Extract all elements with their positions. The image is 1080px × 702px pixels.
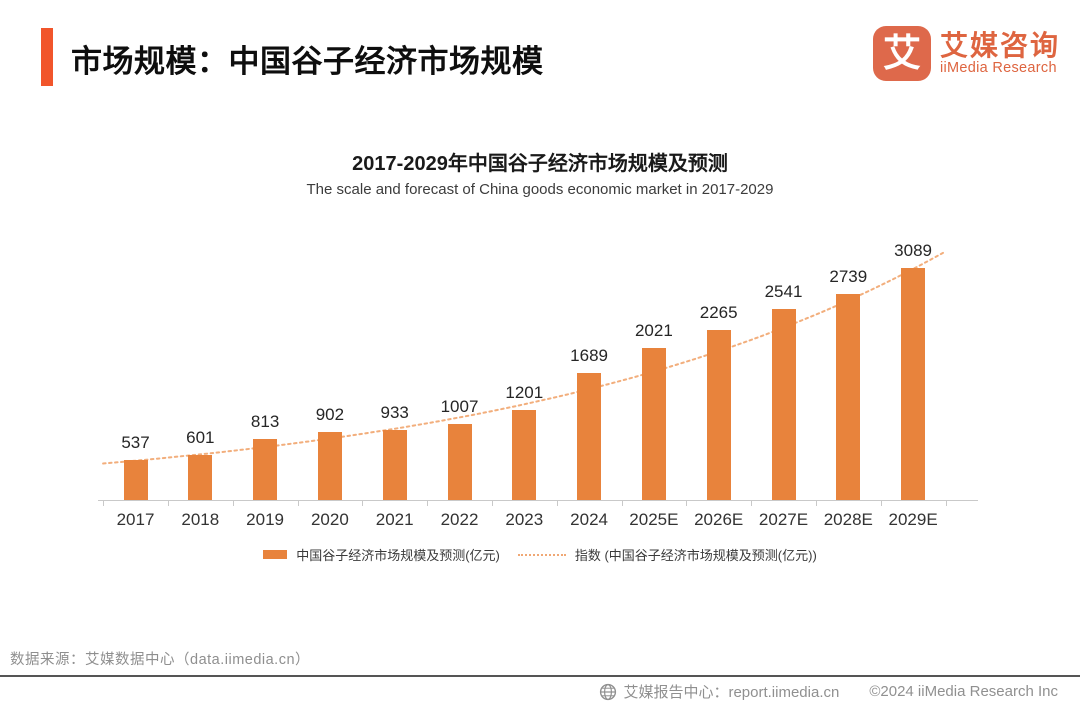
chart-title: 2017-2029年中国谷子经济市场规模及预测 bbox=[352, 153, 728, 175]
bar-value-2025E: 2021 bbox=[634, 321, 673, 340]
chart-subtitle: The scale and forecast of China goods ec… bbox=[306, 181, 774, 198]
bar-chart-plot: 537 2017 601 2018 813 2019 902 2020 933 2021 1007 2… bbox=[98, 235, 978, 529]
bar-2024 bbox=[577, 373, 602, 500]
bar-value-2023: 1201 bbox=[505, 383, 544, 402]
bar-value-2020: 902 bbox=[315, 405, 345, 424]
bar-2022 bbox=[447, 424, 472, 500]
x-axis-label-2020: 2020 bbox=[310, 510, 349, 529]
bar-value-2026E: 2265 bbox=[699, 303, 738, 322]
bar-2029E bbox=[901, 268, 926, 500]
index-dotted-line bbox=[102, 250, 947, 465]
bar-value-2017: 537 bbox=[121, 433, 150, 452]
bar-value-2022: 1007 bbox=[440, 397, 479, 416]
x-axis-tick bbox=[232, 500, 234, 506]
logo-name-en: iiMedia Research bbox=[939, 60, 1057, 77]
logo-name-cn: 艾媒咨询 bbox=[939, 29, 1060, 61]
copyright-text: ©2024 iiMedia Research Inc bbox=[869, 683, 1058, 700]
globe-icon bbox=[599, 683, 617, 701]
bar-2017 bbox=[123, 460, 148, 500]
x-axis-tick bbox=[751, 500, 753, 506]
x-axis-tick bbox=[491, 500, 493, 506]
iimedia-logo-icon: 艾 bbox=[872, 26, 931, 81]
x-axis-label-2017: 2017 bbox=[116, 510, 155, 529]
x-axis-tick bbox=[556, 500, 558, 506]
bar-value-2019: 813 bbox=[250, 412, 280, 431]
bar-2027E bbox=[771, 309, 796, 500]
footer-info: 艾媒报告中心：report.iimedia.cn ©2024 iiMedia R… bbox=[599, 681, 1058, 702]
title-accent-bar bbox=[41, 28, 53, 86]
x-axis-tick bbox=[621, 500, 623, 506]
x-axis-label-2025E: 2025E bbox=[629, 510, 679, 529]
x-axis-tick bbox=[945, 500, 947, 506]
bar-value-2018: 601 bbox=[186, 428, 215, 447]
bar-2026E bbox=[706, 330, 731, 500]
page-title: 市场规模：中国谷子经济市场规模 bbox=[71, 44, 544, 79]
bar-value-2024: 1689 bbox=[570, 346, 608, 365]
x-axis-label-2029E: 2029E bbox=[888, 510, 938, 529]
data-source-note: 数据来源：艾媒数据中心（data.iimedia.cn） bbox=[10, 652, 311, 668]
report-center-text: 艾媒报告中心：report.iimedia.cn bbox=[623, 684, 840, 701]
brand-logo: 艾 艾媒咨询 iiMedia Research bbox=[872, 26, 1060, 81]
x-axis-tick bbox=[167, 500, 169, 506]
bar-value-2021: 933 bbox=[380, 403, 409, 422]
x-axis-tick bbox=[686, 500, 688, 506]
footer-divider bbox=[0, 675, 1080, 677]
chart-legend: 中国谷子经济市场规模及预测(亿元) 指数 (中国谷子经济市场规模及预测(亿元)) bbox=[0, 545, 1080, 564]
x-axis-label-2022: 2022 bbox=[440, 510, 479, 529]
logo-glyph: 艾 bbox=[882, 32, 921, 75]
x-axis-label-2026E: 2026E bbox=[694, 510, 744, 529]
x-axis-label-2027E: 2027E bbox=[758, 510, 809, 529]
legend-line-label: 指数 (中国谷子经济市场规模及预测(亿元)) bbox=[574, 548, 817, 563]
bar-value-2028E: 2739 bbox=[829, 267, 868, 286]
x-axis-label-2028E: 2028E bbox=[823, 510, 873, 529]
x-axis-label-2018: 2018 bbox=[181, 510, 220, 529]
x-axis-label-2024: 2024 bbox=[570, 510, 608, 529]
bar-2023 bbox=[512, 410, 537, 500]
x-axis-label-2023: 2023 bbox=[505, 510, 544, 529]
bar-2019 bbox=[253, 439, 278, 500]
x-axis-tick bbox=[297, 500, 299, 506]
x-axis-label-2021: 2021 bbox=[375, 510, 414, 529]
legend-line-swatch bbox=[517, 553, 566, 556]
bar-2020 bbox=[317, 432, 342, 500]
bar-2025E bbox=[641, 348, 666, 500]
bar-2018 bbox=[188, 455, 213, 500]
legend-bar-swatch bbox=[263, 550, 288, 559]
legend-bar-label: 中国谷子经济市场规模及预测(亿元) bbox=[296, 548, 500, 563]
x-axis-tick bbox=[427, 500, 429, 506]
x-axis-tick bbox=[815, 500, 817, 506]
logo-text: 艾媒咨询 iiMedia Research bbox=[939, 29, 1060, 77]
bar-2028E bbox=[836, 294, 861, 500]
x-axis-tick bbox=[880, 500, 882, 506]
x-axis-label-2019: 2019 bbox=[246, 510, 284, 529]
x-axis-tick bbox=[103, 500, 105, 506]
bar-value-2029E: 3089 bbox=[894, 241, 932, 260]
bar-2021 bbox=[382, 430, 407, 500]
x-axis-tick bbox=[362, 500, 364, 506]
bar-value-2027E: 2541 bbox=[764, 282, 803, 301]
